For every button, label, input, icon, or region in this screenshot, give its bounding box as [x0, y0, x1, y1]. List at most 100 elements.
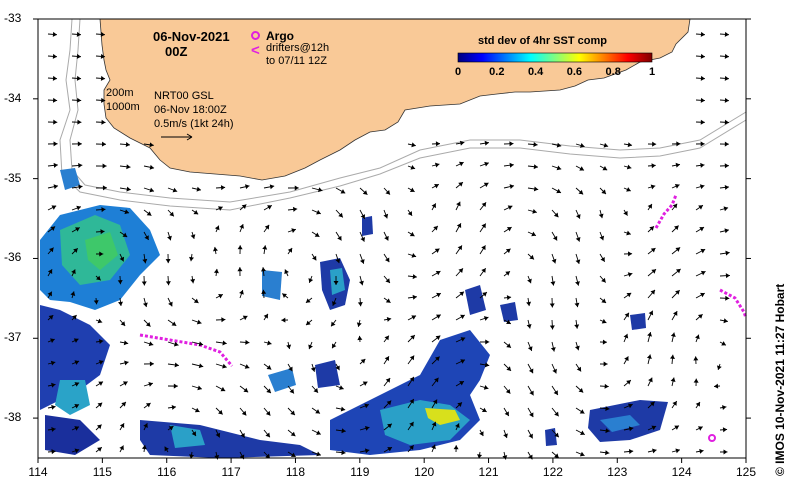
current-vector-head	[700, 119, 705, 125]
drifter-legend-symbol: <	[251, 42, 260, 59]
current-vector-head	[477, 454, 483, 459]
contour-200m	[69, 18, 747, 203]
current-vector-head	[698, 426, 703, 431]
current-vector-head	[675, 247, 681, 252]
current-vector-head	[579, 409, 585, 414]
current-vector-head	[221, 317, 226, 323]
current-vector-head	[222, 363, 227, 369]
current-vector-head	[144, 235, 149, 240]
current-vector-head	[364, 403, 369, 409]
current-vector-head	[52, 53, 57, 59]
current-vector-head	[50, 338, 55, 344]
current-vector-head	[507, 205, 513, 210]
current-vector-head	[284, 269, 289, 275]
current-vector-head	[102, 185, 107, 191]
current-vector-head	[119, 445, 124, 451]
current-vector-head	[384, 335, 389, 341]
current-vector-head	[411, 253, 417, 258]
current-vector-head	[623, 210, 628, 216]
y-tick-label: -35	[4, 170, 22, 185]
current-vector-head	[556, 188, 561, 194]
current-vector-head	[411, 142, 416, 148]
current-vector-head	[605, 428, 610, 434]
current-vector-head	[550, 347, 556, 352]
current-vector-head	[580, 143, 585, 148]
current-vector-head	[627, 272, 633, 278]
current-vector-head	[197, 385, 202, 391]
current-vector-head	[281, 317, 286, 323]
current-vector-head	[213, 246, 218, 252]
current-vector-head	[553, 212, 559, 218]
current-vector-head	[237, 245, 243, 250]
current-vector-head	[575, 259, 581, 264]
current-vector-head	[288, 366, 293, 372]
current-vector-head	[362, 190, 368, 195]
current-vector-head	[460, 337, 466, 342]
current-vector-head	[432, 399, 438, 405]
current-vector-head	[311, 255, 317, 261]
current-vector-head	[458, 268, 464, 273]
current-vector-head	[700, 53, 705, 59]
current-vector-head	[579, 451, 585, 457]
current-vector-head	[76, 205, 81, 211]
current-vector-head	[724, 141, 729, 147]
y-tick-label: -38	[4, 410, 22, 425]
contour-1000m	[59, 18, 747, 211]
current-vector-head	[119, 423, 125, 428]
current-vector-head	[291, 228, 296, 233]
current-vector-head	[552, 235, 558, 241]
current-vector-head	[435, 270, 441, 276]
current-vector-head	[409, 376, 414, 382]
current-vector-head	[76, 31, 81, 37]
currents-scale-arrow	[161, 133, 193, 141]
current-vector-head	[626, 292, 632, 298]
current-vector-head	[675, 290, 680, 295]
current-vector-head	[723, 449, 728, 455]
current-vector-head	[122, 381, 128, 386]
current-vector-head	[53, 184, 58, 190]
current-vector-head	[457, 402, 462, 407]
current-vector-head	[101, 97, 106, 103]
current-vector-head	[97, 447, 102, 452]
current-vector-head	[74, 426, 79, 431]
current-vector-head	[509, 141, 514, 147]
current-vector-head	[648, 310, 654, 316]
current-vector-head	[482, 292, 487, 297]
current-vector-head	[479, 431, 484, 437]
current-vector-head	[167, 235, 172, 241]
current-vector-head	[214, 454, 220, 460]
current-vector-head	[360, 236, 365, 242]
current-vector-head	[526, 301, 532, 307]
x-tick-label: 120	[414, 465, 435, 479]
currents-scale: 0.5m/s (1kt 24h)	[154, 118, 234, 130]
current-vector-head	[626, 187, 631, 192]
current-vector-head	[171, 321, 177, 326]
current-vectors	[47, 31, 730, 460]
current-vector-head	[675, 162, 680, 168]
current-vector-head	[241, 204, 247, 209]
current-vector-head	[672, 203, 678, 209]
current-vector-head	[410, 164, 416, 170]
current-vector-head	[169, 211, 174, 217]
current-vector-head	[647, 332, 652, 337]
current-vector-head	[101, 207, 106, 213]
x-tick-label: 115	[92, 465, 112, 479]
current-vector-head	[290, 431, 296, 437]
current-vector-head	[51, 404, 56, 410]
current-vector-head	[339, 385, 344, 390]
current-vector-head	[434, 184, 439, 189]
current-vector-head	[722, 427, 728, 433]
current-vector-head	[189, 454, 195, 459]
current-vector-head	[142, 302, 148, 307]
current-vector-head	[598, 213, 604, 219]
current-vector-head	[52, 97, 58, 103]
current-vector-head	[340, 406, 346, 412]
current-vector-head	[189, 256, 194, 262]
current-vector-head	[554, 453, 559, 458]
current-vector-head	[74, 360, 80, 365]
current-vector-head	[529, 390, 534, 396]
current-vector-head	[553, 390, 558, 396]
current-vector-head	[506, 227, 512, 232]
x-tick-label: 117	[221, 465, 241, 479]
current-vector-head	[332, 343, 337, 349]
